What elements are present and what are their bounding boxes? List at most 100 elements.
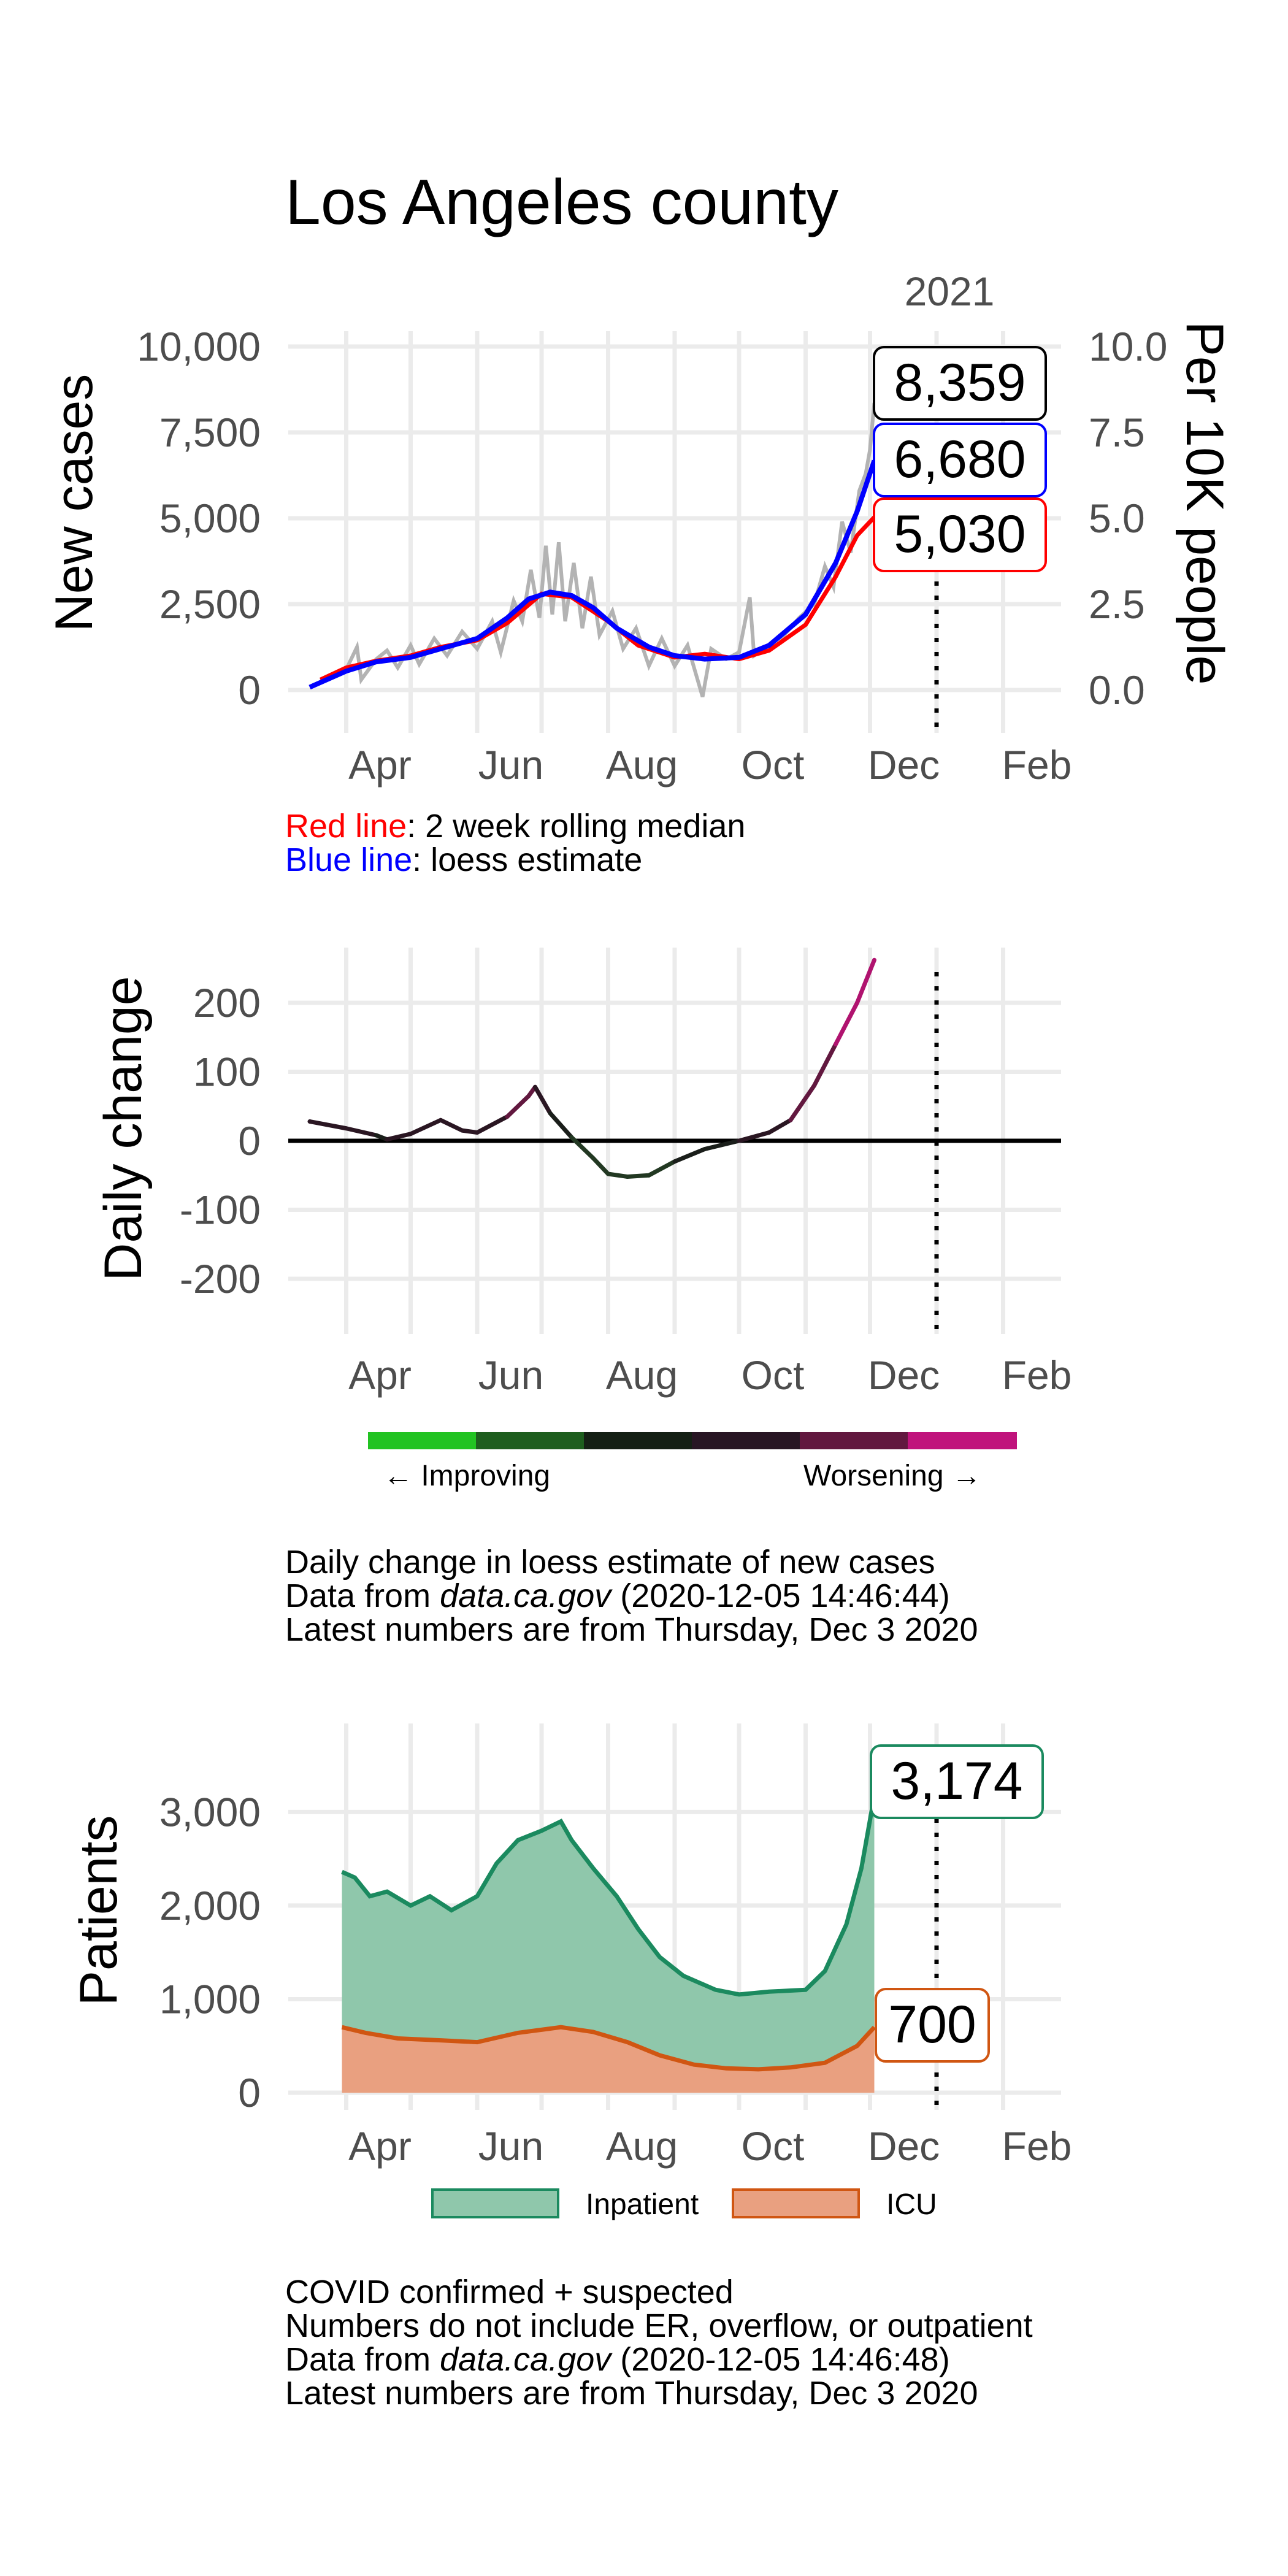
- legend-inpatient-label: Inpatient: [586, 2188, 699, 2221]
- raw-latest-label-box: [873, 346, 1047, 421]
- x-tick-label-jun: Jun: [478, 742, 543, 788]
- y2-tick-label: 5.0: [1089, 496, 1145, 541]
- daily-change-chart: Apr Jun Aug Oct Dec Feb -200 -100 0 100 200 Daily …: [94, 948, 1071, 1648]
- icu-latest-label: 700: [888, 1995, 976, 2054]
- y-tick-label: 1,000: [159, 1976, 261, 2022]
- icu-line: [341, 2025, 876, 2072]
- daily-change-segment: [307, 1119, 348, 1131]
- x-tick-label-dec: Dec: [868, 742, 940, 788]
- figure-title: Los Angeles county: [285, 167, 838, 238]
- worsening-label: Worsening →: [803, 1460, 981, 1492]
- change-caption-line-2: Data from data.ca.gov (2020-12-05 14:46:…: [285, 1577, 950, 1614]
- icu-latest-label-box: [875, 1988, 990, 2063]
- loess-latest-label: 6,680: [894, 430, 1025, 489]
- x-tick-label-aug: Aug: [606, 1352, 678, 1398]
- red-line-legend: Red line: 2 week rolling median: [285, 808, 745, 845]
- loess-latest-label-box: [873, 423, 1047, 497]
- x-tick-label-aug: Aug: [606, 2123, 678, 2169]
- scale-swatch-5: [800, 1432, 909, 1449]
- per-10k-y-axis-title: Per 10K people: [1175, 321, 1234, 685]
- median-latest-label: 5,030: [894, 505, 1025, 564]
- y-tick-label: 0: [238, 2070, 261, 2115]
- x-tick-label-jun: Jun: [478, 2123, 543, 2169]
- daily-change-segment: [625, 1173, 651, 1179]
- raw-cases-line: [309, 402, 876, 698]
- daily-change-segment: [569, 1135, 596, 1160]
- new-cases-chart: Apr Jun Aug Oct Dec Feb 0 2,500 5,000 7,500 10,000…: [45, 269, 1234, 878]
- daily-change-segment: [591, 1156, 610, 1176]
- x-tick-label-feb: Feb: [1002, 2123, 1072, 2169]
- new-cases-y-axis-title: New cases: [45, 374, 104, 632]
- scale-swatch-4: [692, 1432, 801, 1449]
- x-tick-label-feb: Feb: [1002, 1352, 1072, 1398]
- y2-tick-label: 2.5: [1089, 581, 1145, 627]
- daily-change-segment: [855, 957, 876, 1005]
- improving-worsening-scale: [368, 1432, 1017, 1449]
- daily-change-segment: [505, 1094, 531, 1119]
- inpatient-latest-label: 3,174: [891, 1752, 1022, 1811]
- rolling-median-line: [320, 515, 876, 682]
- x-tick-label-jun: Jun: [478, 1352, 543, 1398]
- x-tick-label-oct: Oct: [742, 2123, 805, 2169]
- scale-swatch-1: [368, 1432, 477, 1449]
- y-tick-label: 10,000: [137, 324, 261, 369]
- daily-change-segment: [737, 1130, 772, 1143]
- daily-change-segment: [702, 1138, 742, 1151]
- patients-legend: Inpatient ICU: [431, 2188, 937, 2221]
- hosp-caption-line-3: Data from data.ca.gov (2020-12-05 14:46:…: [285, 2341, 950, 2378]
- median-latest-label-box: [873, 497, 1047, 572]
- legend-inpatient-key: [431, 2188, 559, 2218]
- change-caption-line-3: Latest numbers are from Thursday, Dec 3 …: [285, 1611, 978, 1648]
- y2-tick-label: 0.0: [1089, 667, 1145, 713]
- scale-swatch-2: [476, 1432, 585, 1449]
- daily-change-segment: [788, 1083, 816, 1122]
- daily-change-segment: [533, 1084, 553, 1116]
- daily-change-segment: [646, 1159, 677, 1178]
- daily-change-segment: [344, 1126, 378, 1138]
- y-tick-label: 5,000: [159, 496, 261, 541]
- x-tick-label-aug: Aug: [606, 742, 678, 788]
- x-tick-label-dec: Dec: [868, 1352, 940, 1398]
- legend-icu-label: ICU: [886, 2188, 937, 2221]
- y-tick-label: 2,000: [159, 1883, 261, 1928]
- improving-label: ← Improving: [383, 1460, 550, 1492]
- x-tick-label-dec: Dec: [868, 2123, 940, 2169]
- hosp-caption-line-4: Latest numbers are from Thursday, Dec 3 …: [285, 2375, 978, 2412]
- daily-change-segment: [767, 1117, 793, 1135]
- y-tick-label: 100: [193, 1049, 261, 1095]
- x-tick-label-apr: Apr: [348, 2123, 412, 2169]
- patients-y-axis-title: Patients: [69, 1815, 128, 2006]
- daily-change-y-axis-title: Daily change: [94, 976, 153, 1281]
- daily-change-segment: [548, 1111, 574, 1140]
- year-label: 2021: [905, 269, 995, 314]
- y-tick-label: 200: [193, 980, 261, 1025]
- x-tick-label-feb: Feb: [1002, 742, 1072, 788]
- x-tick-label-apr: Apr: [348, 1352, 412, 1398]
- change-caption-line-1: Daily change in loess estimate of new ca…: [285, 1544, 935, 1581]
- inpatient-area: [342, 1795, 875, 2093]
- daily-change-segment: [834, 1000, 859, 1046]
- x-tick-label-apr: Apr: [348, 742, 412, 788]
- daily-change-segment: [408, 1117, 443, 1137]
- y-tick-label: 7,500: [159, 410, 261, 455]
- x-tick-label-oct: Oct: [742, 742, 805, 788]
- legend-icu-key: [732, 2188, 860, 2218]
- daily-change-segment: [385, 1132, 413, 1142]
- y-tick-label: 0: [238, 1118, 261, 1163]
- blue-line-legend: Blue line: loess estimate: [285, 841, 642, 878]
- inpatient-line: [341, 1795, 876, 1997]
- hosp-caption-line-1: COVID confirmed + suspected: [285, 2274, 734, 2310]
- loess-line: [309, 459, 877, 690]
- y2-tick-label: 10.0: [1089, 324, 1167, 369]
- daily-change-segment: [475, 1114, 510, 1135]
- y-tick-label: -100: [180, 1187, 261, 1233]
- daily-change-segment: [460, 1128, 480, 1135]
- patients-chart: Apr Jun Aug Oct Dec Feb 0 1,000 2,000 3,000 Patie…: [69, 1723, 1071, 2412]
- y-tick-label: 3,000: [159, 1789, 261, 1834]
- y2-tick-label: 7.5: [1089, 410, 1145, 455]
- scale-swatch-3: [584, 1432, 693, 1449]
- y-tick-label: 0: [238, 667, 261, 713]
- raw-latest-label: 8,359: [894, 353, 1025, 412]
- daily-change-segment: [439, 1117, 464, 1133]
